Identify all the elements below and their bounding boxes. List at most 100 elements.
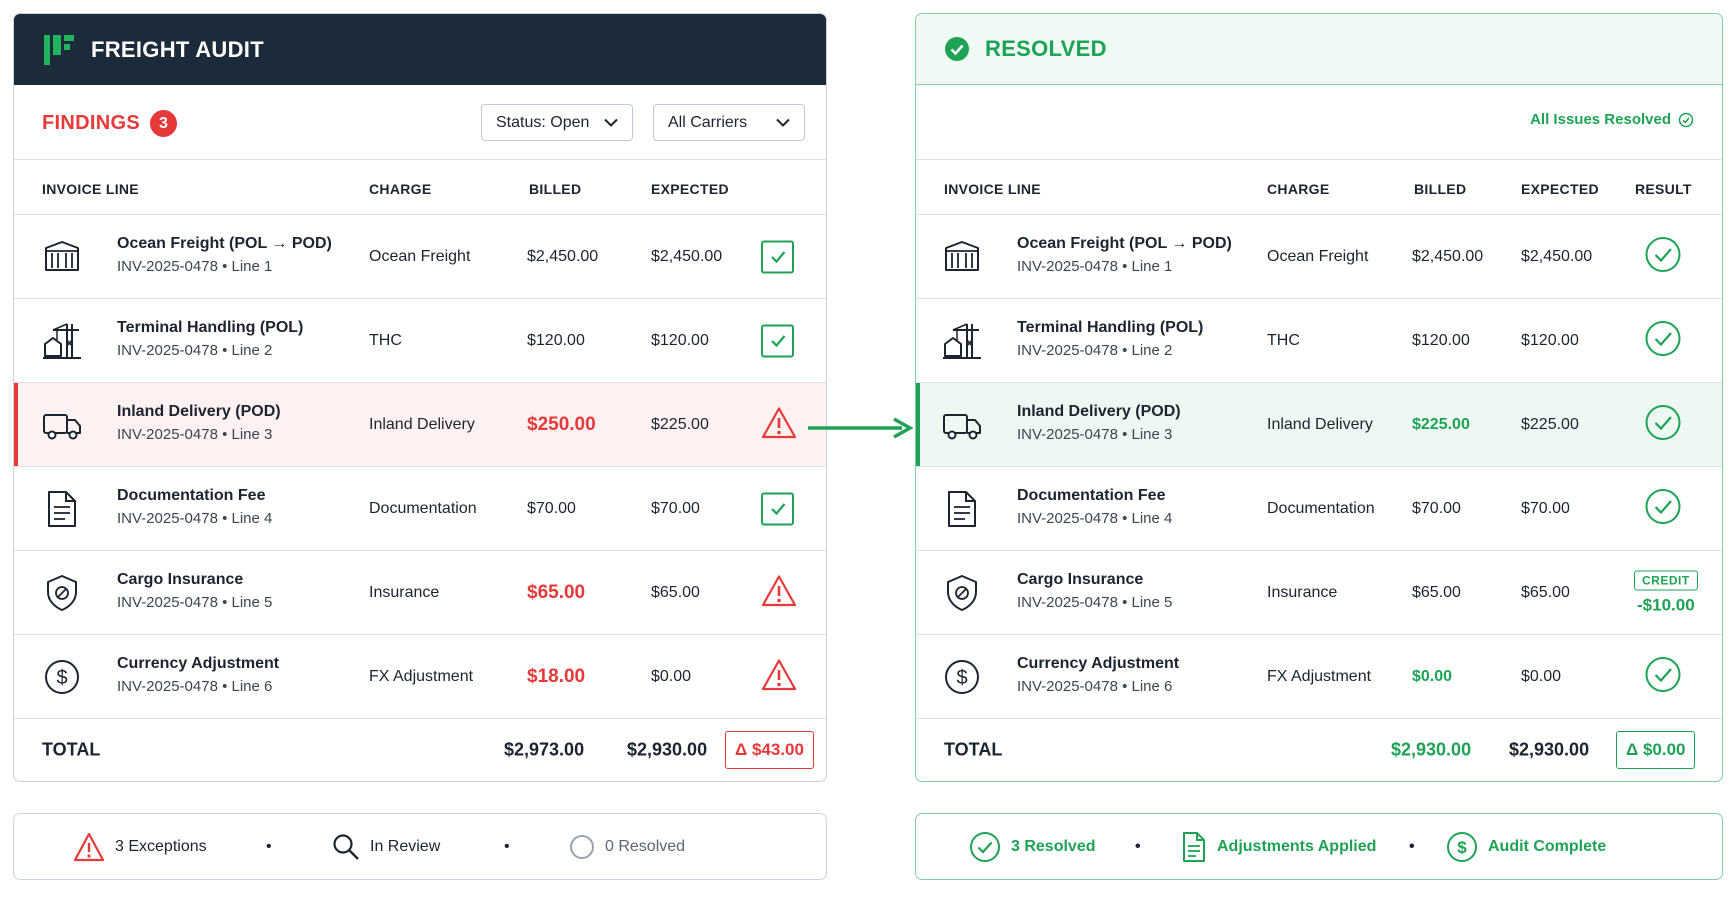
- expected-cell: $225.00: [651, 415, 709, 433]
- expected-cell: $65.00: [651, 583, 700, 601]
- resolved-status: 3 Resolved: [969, 831, 1095, 863]
- total-row: TOTAL $2,930.00 $2,930.00 Δ $0.00: [916, 719, 1722, 781]
- line-title: Currency Adjustment: [1017, 655, 1180, 672]
- separator-dot: •: [1135, 837, 1141, 855]
- total-label: TOTAL: [42, 739, 101, 760]
- check-circle-outline-icon: [1678, 112, 1694, 127]
- billed-cell: $65.00: [527, 581, 586, 603]
- separator-dot: •: [266, 837, 272, 855]
- truck-icon: [943, 413, 981, 439]
- line-reference: INV-2025-0478 • Line 5: [1017, 594, 1173, 611]
- warning-icon: [761, 574, 797, 606]
- line-title: Documentation Fee: [117, 487, 266, 504]
- expected-cell: $120.00: [1521, 331, 1579, 349]
- status-cell: [761, 240, 794, 273]
- carrier-filter-label: All Carriers: [668, 113, 748, 131]
- crane-icon: [43, 322, 81, 359]
- resolved-count-label: 3 Resolved: [1011, 837, 1096, 855]
- line-reference: INV-2025-0478 • Line 4: [117, 510, 273, 527]
- all-resolved-label: All Issues Resolved: [1530, 111, 1671, 128]
- row-icon: [941, 320, 983, 362]
- table-row[interactable]: Inland Delivery (POD) INV-2025-0478 • Lin…: [14, 383, 826, 467]
- line-reference: INV-2025-0478 • Line 6: [1017, 678, 1173, 695]
- table-row[interactable]: Inland Delivery (POD) INV-2025-0478 • Lin…: [916, 383, 1722, 467]
- line-title: Ocean Freight (POL → POD): [117, 235, 332, 252]
- charge-cell: THC: [1267, 331, 1300, 349]
- check-circle-icon: [945, 37, 969, 61]
- row-icon: [41, 572, 83, 614]
- billed-cell: $2,450.00: [527, 247, 599, 265]
- resolved-panel: RESOLVED All Issues Resolved INVOICE LIN…: [915, 13, 1723, 782]
- expected-cell: $225.00: [1521, 415, 1579, 433]
- charge-cell: Inland Delivery: [369, 415, 475, 433]
- shield-icon: [947, 574, 977, 611]
- line-title: Cargo Insurance: [117, 571, 244, 588]
- status-filter-dropdown[interactable]: Status: Open: [481, 104, 633, 141]
- table-row[interactable]: Terminal Handling (POL) INV-2025-0478 • L…: [916, 299, 1722, 383]
- expected-cell: $70.00: [1521, 499, 1570, 517]
- line-reference: INV-2025-0478 • Line 3: [117, 426, 273, 443]
- col-invoice-line: INVOICE LINE: [944, 181, 1041, 197]
- result-cell: [1644, 403, 1682, 446]
- line-reference: INV-2025-0478 • Line 2: [117, 342, 273, 359]
- carrier-filter-dropdown[interactable]: All Carriers: [653, 104, 805, 141]
- expected-cell: $120.00: [651, 331, 709, 349]
- line-reference: INV-2025-0478 • Line 3: [1017, 426, 1173, 443]
- resolved-header: RESOLVED: [916, 14, 1722, 85]
- charge-cell: Ocean Freight: [369, 247, 471, 265]
- row-icon: $: [941, 656, 983, 698]
- table-row[interactable]: Cargo Insurance INV-2025-0478 • Line 5 Ins…: [916, 551, 1722, 635]
- status-cell: [761, 658, 797, 696]
- billed-cell: $225.00: [1412, 415, 1470, 433]
- svg-text:$: $: [56, 667, 67, 689]
- container-icon: [45, 240, 79, 271]
- arrow-right-icon: [808, 418, 914, 438]
- verified-checkbox-icon: [761, 492, 794, 525]
- table-row[interactable]: $ Currency Adjustment INV-2025-0478 • Line…: [14, 635, 826, 719]
- credit-amount: -$10.00: [1637, 595, 1695, 614]
- findings-label: FINDINGS: [42, 112, 140, 134]
- table-row[interactable]: Documentation Fee INV-2025-0478 • Line 4 D…: [916, 467, 1722, 551]
- document-icon: [48, 490, 76, 527]
- audit-status-bar: 3 Exceptions • In Review • 0 Resolved: [13, 813, 827, 880]
- charge-cell: Insurance: [1267, 583, 1338, 601]
- document-icon: [948, 490, 976, 527]
- table-row[interactable]: Ocean Freight (POL → POD) INV-2025-0478 •…: [14, 215, 826, 299]
- table-row[interactable]: Ocean Freight (POL → POD) INV-2025-0478 •…: [916, 215, 1722, 299]
- table-row[interactable]: Cargo Insurance INV-2025-0478 • Line 5 Ins…: [14, 551, 826, 635]
- credit-badge: CREDIT: [1634, 570, 1698, 590]
- col-expected: EXPECTED: [651, 181, 729, 197]
- line-title: Ocean Freight (POL → POD): [1017, 235, 1232, 252]
- audit-complete-status: $ Audit Complete: [1446, 831, 1606, 863]
- table-row[interactable]: Documentation Fee INV-2025-0478 • Line 4 D…: [14, 467, 826, 551]
- verified-checkbox-icon: [761, 324, 794, 357]
- charge-cell: FX Adjustment: [1267, 667, 1372, 685]
- app-logo-icon: [44, 34, 74, 65]
- col-invoice-line: INVOICE LINE: [42, 181, 139, 197]
- row-icon: [941, 236, 983, 278]
- line-reference: INV-2025-0478 • Line 2: [1017, 342, 1173, 359]
- separator-dot: •: [1409, 837, 1415, 855]
- check-circle-outline-icon: [1645, 404, 1681, 440]
- total-label: TOTAL: [944, 739, 1003, 760]
- shield-icon: [47, 574, 77, 611]
- expected-cell: $70.00: [651, 499, 700, 517]
- chevron-down-icon: [776, 118, 790, 127]
- empty-circle-icon: [570, 834, 594, 859]
- chevron-down-icon: [604, 118, 618, 127]
- resolved-toolbar: All Issues Resolved: [916, 85, 1722, 160]
- line-title: Inland Delivery (POD): [1017, 403, 1181, 420]
- row-icon: [941, 488, 983, 530]
- table-row[interactable]: $ Currency Adjustment INV-2025-0478 • Line…: [916, 635, 1722, 719]
- billed-cell: $250.00: [527, 413, 596, 435]
- audit-panel: FREIGHT AUDIT FINDINGS 3 Status: Open Al…: [13, 13, 827, 782]
- table-row[interactable]: Terminal Handling (POL) INV-2025-0478 • L…: [14, 299, 826, 383]
- line-reference: INV-2025-0478 • Line 4: [1017, 510, 1173, 527]
- status-cell: [761, 574, 797, 612]
- total-delta-badge: Δ $0.00: [1616, 731, 1696, 769]
- line-title: Terminal Handling (POL): [1017, 319, 1204, 336]
- charge-cell: Insurance: [369, 583, 440, 601]
- billed-cell: $0.00: [1412, 667, 1453, 685]
- charge-cell: Inland Delivery: [1267, 415, 1373, 433]
- charge-cell: Ocean Freight: [1267, 247, 1369, 265]
